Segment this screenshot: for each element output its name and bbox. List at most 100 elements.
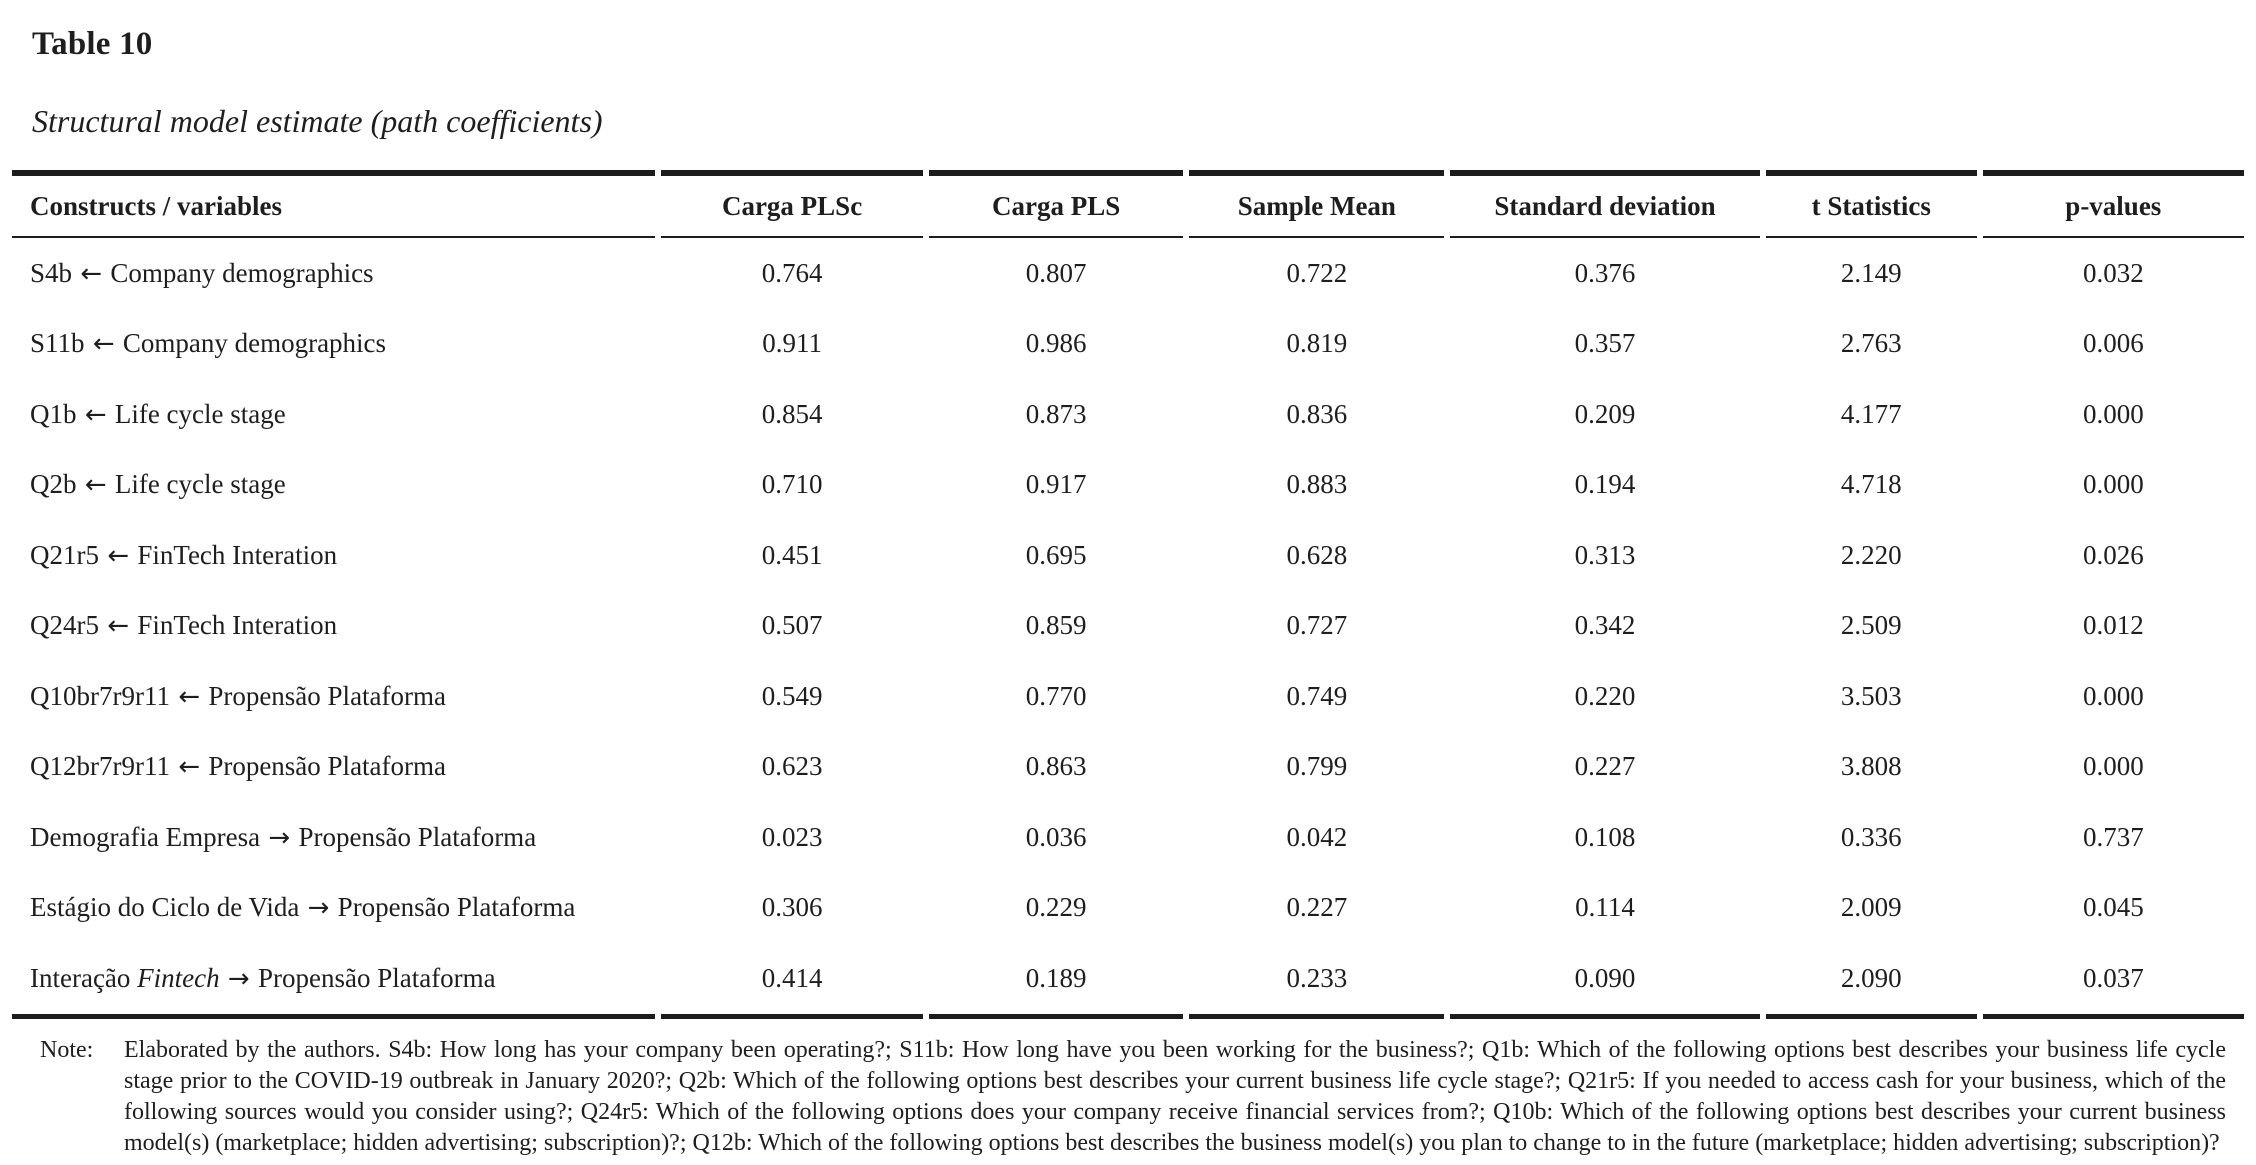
t-statistics-value: 2.090 bbox=[1765, 943, 1977, 1019]
col-header-sample-mean: Sample Mean bbox=[1189, 170, 1445, 238]
p-value: 0.037 bbox=[1982, 943, 2244, 1019]
standard-deviation-value: 0.194 bbox=[1574, 469, 1636, 500]
sample-mean-value: 0.799 bbox=[1286, 751, 1348, 782]
carga-pls-value: 0.986 bbox=[1025, 328, 1087, 359]
col-header-t-statistics: t Statistics bbox=[1765, 170, 1977, 238]
variable-label: S4b bbox=[30, 257, 73, 288]
carga-plsc-value: 0.764 bbox=[761, 257, 823, 288]
standard-deviation-value: 0.108 bbox=[1574, 821, 1636, 852]
note-label: Note: bbox=[40, 1036, 94, 1063]
standard-deviation-value: 0.090 bbox=[1450, 943, 1760, 1019]
table-caption: Structural model estimate (path coeffici… bbox=[32, 103, 603, 139]
construct-cell: S4b ← Company demographics bbox=[12, 238, 655, 309]
carga-pls-value: 0.917 bbox=[1025, 469, 1087, 500]
construct-label: Propensão Plataforma bbox=[337, 892, 576, 923]
construct-label: Life cycle stage bbox=[114, 398, 286, 429]
table-label: Table 10 bbox=[32, 26, 153, 62]
construct-cell: Interação Fintech → Propensão Plataforma bbox=[12, 943, 656, 1019]
carga-plsc-value: 0.451 bbox=[761, 539, 823, 570]
variable-label: S11b bbox=[30, 328, 85, 359]
sample-mean-value: 0.042 bbox=[1286, 821, 1348, 852]
path-arrow-icon: ← bbox=[76, 470, 115, 501]
table-body: S4b ← Company demographics 0.764 0.807 0… bbox=[12, 238, 2244, 1019]
path-arrow-icon: → bbox=[260, 822, 299, 853]
table-row: S4b ← Company demographics 0.764 0.807 0… bbox=[12, 238, 2244, 309]
carga-pls-value: 0.770 bbox=[1025, 680, 1087, 711]
sample-mean-value: 0.233 bbox=[1189, 943, 1445, 1019]
variable-label: Q12br7r9r11 bbox=[30, 751, 170, 782]
variable-label: Demografia Empresa bbox=[30, 821, 261, 852]
table-row: Q21r5 ← FinTech Interation 0.451 0.695 0… bbox=[12, 520, 2244, 591]
path-arrow-icon: ← bbox=[76, 399, 115, 430]
variable-label: Interação bbox=[30, 962, 131, 993]
construct-label: Propensão Plataforma bbox=[208, 751, 446, 782]
carga-plsc-value: 0.507 bbox=[761, 610, 823, 641]
t-statistics-value: 0.336 bbox=[1840, 821, 1902, 852]
col-header-p-values: p-values bbox=[1982, 170, 2244, 238]
construct-label: Propensão Plataforma bbox=[298, 821, 537, 852]
variable-label: Estágio do Ciclo de Vida bbox=[30, 892, 300, 923]
construct-label: Life cycle stage bbox=[114, 469, 286, 500]
t-statistics-value: 2.763 bbox=[1840, 328, 1902, 359]
note-text: Elaborated by the authors. S4b: How long… bbox=[124, 1036, 2226, 1156]
construct-label: FinTech Interation bbox=[137, 610, 338, 641]
standard-deviation-value: 0.220 bbox=[1574, 680, 1636, 711]
path-arrow-icon: ← bbox=[99, 540, 138, 571]
carga-pls-value: 0.695 bbox=[1025, 539, 1087, 570]
path-arrow-icon: ← bbox=[169, 752, 209, 783]
construct-cell: Q21r5 ← FinTech Interation bbox=[12, 520, 655, 591]
table-row: Q12br7r9r11 ← Propensão Plataforma 0.623… bbox=[12, 732, 2244, 803]
table-row: Interação Fintech → Propensão Plataforma… bbox=[12, 943, 2244, 1019]
table-row: Q1b ← Life cycle stage 0.854 0.873 0.836… bbox=[12, 379, 2244, 450]
header-row: Constructs / variables Carga PLSc Carga … bbox=[12, 170, 2244, 238]
path-arrow-icon: ← bbox=[169, 681, 209, 712]
p-value: 0.000 bbox=[2082, 680, 2144, 711]
table-header: Constructs / variables Carga PLSc Carga … bbox=[12, 170, 2244, 238]
construct-cell: Q2b ← Life cycle stage bbox=[12, 450, 655, 521]
p-value: 0.000 bbox=[2082, 398, 2144, 429]
p-value: 0.737 bbox=[2082, 821, 2144, 852]
construct-cell: Demografia Empresa → Propensão Plataform… bbox=[12, 802, 655, 873]
construct-cell: Q24r5 ← FinTech Interation bbox=[12, 591, 655, 662]
carga-pls-value: 0.863 bbox=[1025, 751, 1087, 782]
carga-pls-value: 0.036 bbox=[1025, 821, 1087, 852]
sample-mean-value: 0.819 bbox=[1286, 328, 1348, 359]
table-row: Q2b ← Life cycle stage 0.710 0.917 0.883… bbox=[12, 450, 2244, 521]
carga-plsc-value: 0.023 bbox=[761, 821, 823, 852]
carga-plsc-value: 0.549 bbox=[761, 680, 823, 711]
t-statistics-value: 2.220 bbox=[1840, 539, 1902, 570]
path-arrow-icon: → bbox=[299, 893, 338, 924]
p-value: 0.000 bbox=[2082, 751, 2144, 782]
sample-mean-value: 0.883 bbox=[1286, 469, 1348, 500]
carga-plsc-value: 0.623 bbox=[761, 751, 823, 782]
construct-label: Company demographics bbox=[122, 328, 387, 359]
carga-plsc-value: 0.911 bbox=[762, 328, 822, 359]
col-header-carga-pls: Carga PLS bbox=[928, 170, 1184, 238]
standard-deviation-value: 0.209 bbox=[1574, 398, 1636, 429]
standard-deviation-value: 0.313 bbox=[1574, 539, 1636, 570]
table-row: Q10br7r9r11 ← Propensão Plataforma 0.549… bbox=[12, 661, 2244, 732]
t-statistics-value: 4.177 bbox=[1840, 398, 1902, 429]
standard-deviation-value: 0.227 bbox=[1574, 751, 1636, 782]
p-value: 0.032 bbox=[2082, 257, 2144, 288]
variable-label: Q1b bbox=[30, 398, 77, 429]
sample-mean-value: 0.749 bbox=[1286, 680, 1348, 711]
t-statistics-value: 2.009 bbox=[1840, 892, 1902, 923]
p-value: 0.026 bbox=[2082, 539, 2144, 570]
p-value: 0.006 bbox=[2082, 328, 2144, 359]
carga-plsc-value: 0.710 bbox=[761, 469, 823, 500]
path-arrow-icon: ← bbox=[84, 329, 123, 360]
col-header-constructs: Constructs / variables bbox=[12, 170, 656, 238]
path-arrow-icon: → bbox=[219, 963, 258, 994]
p-value: 0.012 bbox=[2082, 610, 2144, 641]
table-row: Q24r5 ← FinTech Interation 0.507 0.859 0… bbox=[12, 591, 2244, 662]
construct-cell: Q10br7r9r11 ← Propensão Plataforma bbox=[12, 661, 655, 732]
construct-label: FinTech Interation bbox=[137, 539, 338, 570]
t-statistics-value: 3.503 bbox=[1840, 680, 1902, 711]
sample-mean-value: 0.227 bbox=[1286, 892, 1348, 923]
results-table: Constructs / variables Carga PLSc Carga … bbox=[6, 170, 2250, 1019]
standard-deviation-value: 0.342 bbox=[1574, 610, 1636, 641]
variable-label: Q21r5 bbox=[30, 539, 99, 570]
carga-pls-value: 0.873 bbox=[1025, 398, 1087, 429]
